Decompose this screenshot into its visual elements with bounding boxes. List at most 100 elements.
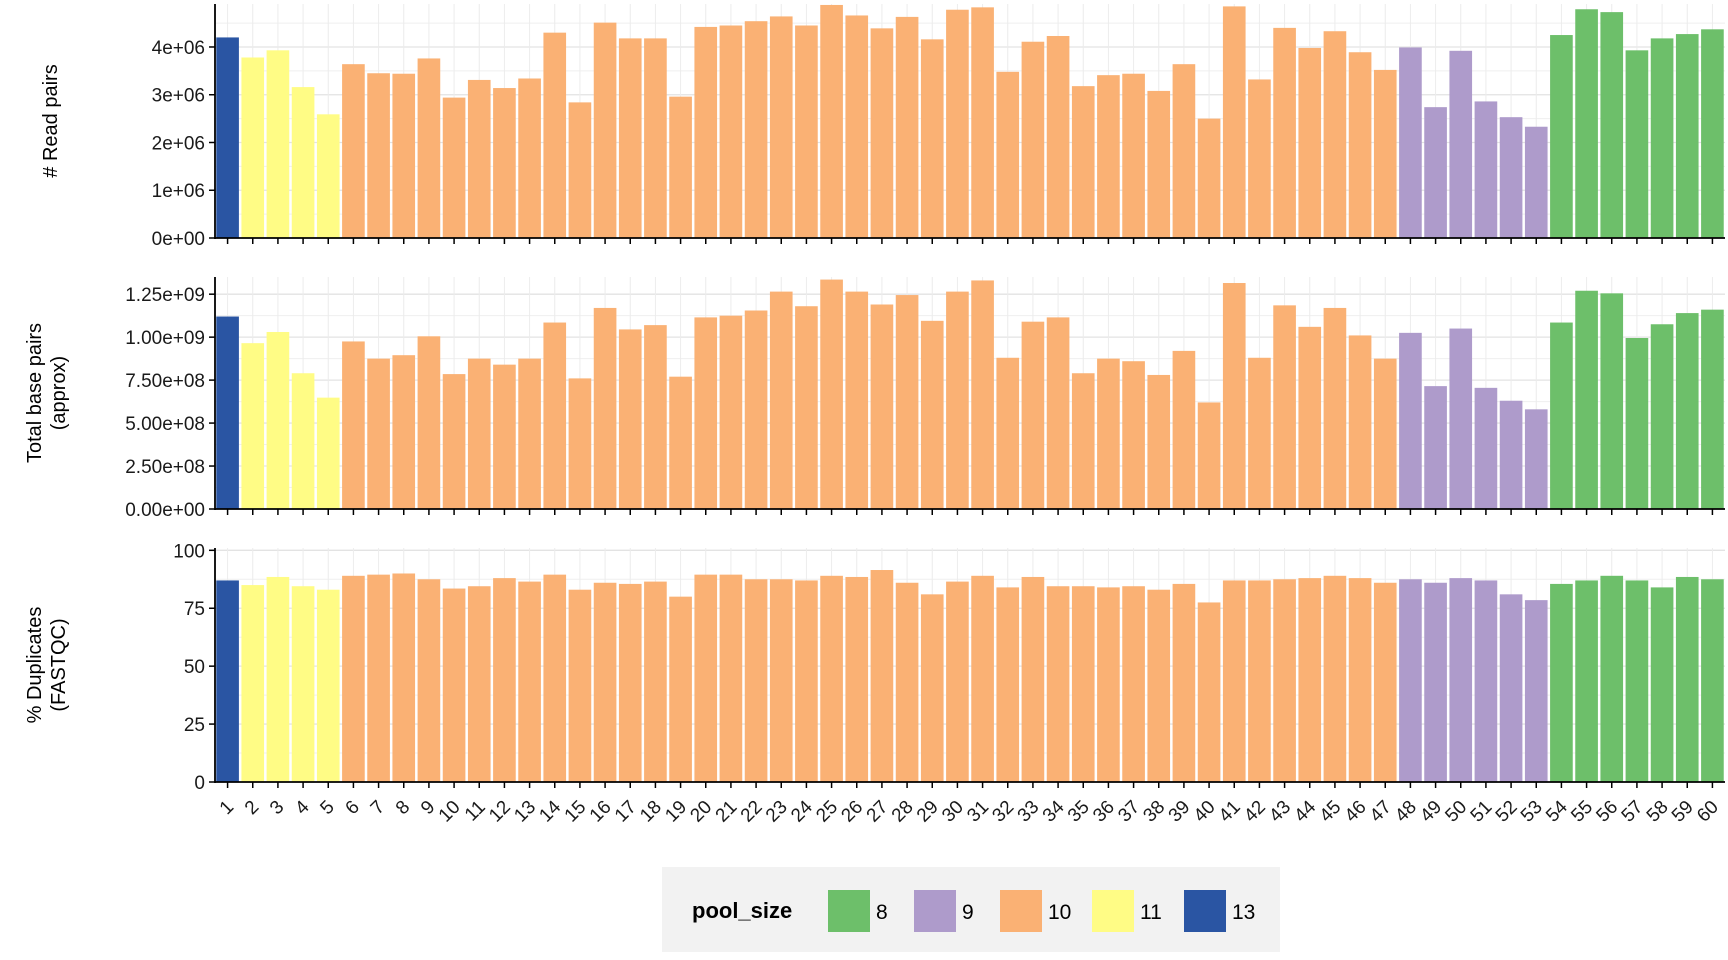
y-tick-label: 4e+06 xyxy=(152,38,205,59)
legend-label-11: 11 xyxy=(1140,901,1162,924)
bar-25 xyxy=(820,575,843,782)
x-tick-label: 1 xyxy=(216,797,238,819)
bar-21 xyxy=(719,25,743,239)
legend-key-9 xyxy=(914,890,956,932)
bar-19 xyxy=(669,596,692,782)
bar-47 xyxy=(1373,358,1397,509)
bar-42 xyxy=(1248,79,1271,238)
legend-title: pool_size xyxy=(692,898,792,923)
bar-22 xyxy=(744,310,768,509)
y-tick-label: 25 xyxy=(184,715,205,736)
bar-51 xyxy=(1474,387,1498,509)
y-tick-label: 75 xyxy=(184,599,205,620)
bar-43 xyxy=(1273,27,1296,239)
legend: pool_size 8 9 10 11 13 xyxy=(662,867,1280,952)
bar-11 xyxy=(467,79,491,239)
bar-16 xyxy=(593,307,617,509)
x-tick-label: 4 xyxy=(291,796,314,819)
bar-58 xyxy=(1650,38,1674,239)
panel-3: 0 25 50 75 100 % Duplicates (FASTQC) xyxy=(24,541,1725,794)
bar-49 xyxy=(1424,386,1447,509)
legend-key-11 xyxy=(1092,890,1134,932)
legend-key-8 xyxy=(828,890,870,932)
bar-12 xyxy=(493,578,516,782)
bar-51 xyxy=(1474,101,1498,238)
bar-9 xyxy=(417,336,441,509)
bar-60 xyxy=(1701,579,1724,782)
bar-5 xyxy=(316,397,340,509)
bar-50 xyxy=(1449,50,1473,238)
bar-32 xyxy=(996,71,1020,238)
bar-33 xyxy=(1021,41,1045,238)
y-tick-label: 3e+06 xyxy=(152,86,205,107)
bar-30 xyxy=(946,291,969,509)
bar-21 xyxy=(719,574,743,782)
bar-24 xyxy=(795,580,818,782)
bar-40 xyxy=(1197,118,1221,238)
bar-14 xyxy=(543,322,567,509)
legend-items: 8 9 10 11 13 xyxy=(828,890,1255,932)
bar-42 xyxy=(1248,580,1271,782)
bar-24 xyxy=(795,306,818,509)
bar-2 xyxy=(241,585,265,782)
panel-2: 0.00e+00 2.50e+08 5.00e+08 7.50e+08 1.00e+09… xyxy=(24,277,1725,521)
bar-28 xyxy=(895,295,919,509)
bar-17 xyxy=(618,583,642,782)
bar-30 xyxy=(946,9,969,239)
y-tick-label: 5.00e+08 xyxy=(125,414,205,435)
bar-18 xyxy=(644,581,667,782)
bar-39 xyxy=(1172,64,1196,239)
y-tick-label: 2.50e+08 xyxy=(125,457,205,478)
bar-57 xyxy=(1625,580,1649,782)
bar-15 xyxy=(568,589,592,782)
bar-59 xyxy=(1675,313,1699,509)
bar-25 xyxy=(820,279,843,509)
bar-40 xyxy=(1197,602,1221,782)
bar-50 xyxy=(1449,578,1473,782)
bar-22 xyxy=(744,21,768,239)
bar-55 xyxy=(1575,9,1598,238)
bar-20 xyxy=(694,26,718,238)
bar-30 xyxy=(946,581,969,782)
bar-13 xyxy=(518,358,541,509)
bar-54 xyxy=(1550,583,1573,782)
bar-53 xyxy=(1524,126,1548,238)
bar-1 xyxy=(216,316,239,509)
bar-5 xyxy=(316,114,340,238)
bar-14 xyxy=(543,32,567,238)
bar-6 xyxy=(342,64,365,239)
bar-60 xyxy=(1701,309,1724,509)
bar-34 xyxy=(1046,586,1070,782)
bar-48 xyxy=(1399,332,1422,509)
bar-54 xyxy=(1550,322,1573,509)
bar-49 xyxy=(1424,582,1447,782)
y-tick-label: 1e+06 xyxy=(152,181,205,202)
bar-10 xyxy=(442,97,466,238)
bar-47 xyxy=(1373,582,1397,782)
bar-36 xyxy=(1097,358,1120,509)
bar-17 xyxy=(618,329,642,509)
bar-32 xyxy=(996,357,1020,509)
bar-56 xyxy=(1600,12,1624,239)
bar-52 xyxy=(1499,400,1523,509)
bar-55 xyxy=(1575,290,1598,509)
bar-7 xyxy=(367,574,390,782)
y-axis-title: % Duplicates xyxy=(24,607,46,724)
bar-45 xyxy=(1323,307,1347,509)
bar-52 xyxy=(1499,594,1523,782)
bar-8 xyxy=(392,573,416,782)
bar-6 xyxy=(342,575,365,782)
bar-19 xyxy=(669,96,692,238)
x-tick-label: 3 xyxy=(266,797,288,819)
bar-20 xyxy=(694,574,718,782)
bar-44 xyxy=(1298,326,1322,509)
y-tick-label: 0e+00 xyxy=(152,229,205,250)
bar-55 xyxy=(1575,580,1598,782)
bar-23 xyxy=(769,291,793,509)
bar-8 xyxy=(392,355,416,509)
bar-31 xyxy=(971,280,994,509)
bar-6 xyxy=(342,341,365,509)
legend-label-8: 8 xyxy=(876,901,888,924)
bar-3 xyxy=(266,331,290,509)
bar-58 xyxy=(1650,587,1674,782)
